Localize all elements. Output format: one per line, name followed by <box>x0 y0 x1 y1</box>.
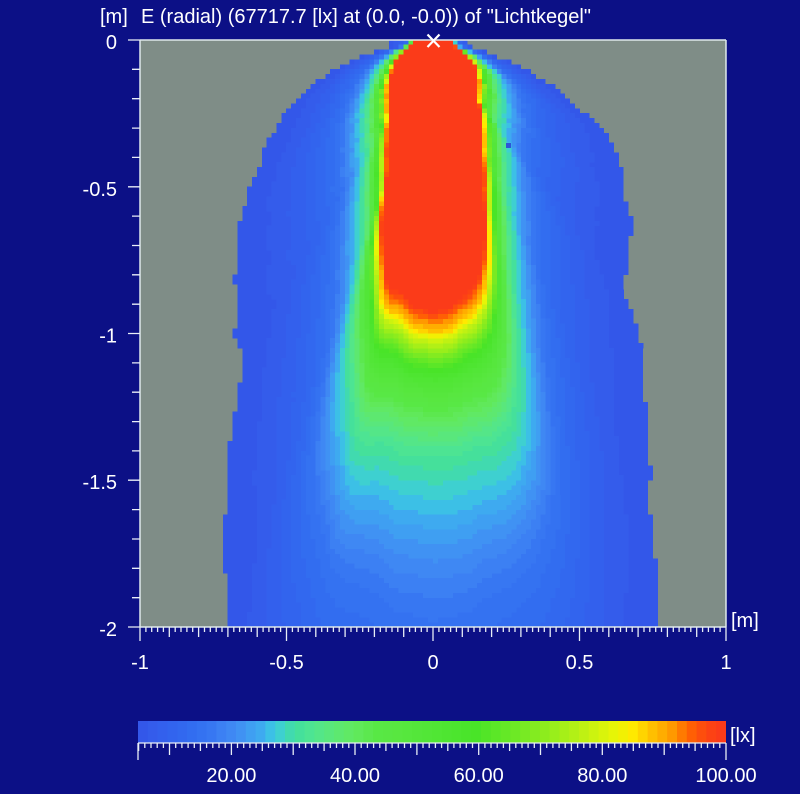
svg-text:[m]: [m] <box>731 610 759 632</box>
svg-text:-1: -1 <box>131 652 149 674</box>
svg-text:0.5: 0.5 <box>566 652 594 674</box>
svg-text:-1.5: -1.5 <box>83 472 117 494</box>
svg-text:-1: -1 <box>99 326 117 348</box>
svg-text:-2: -2 <box>99 619 117 641</box>
svg-text:[m]: [m] <box>100 6 128 28</box>
svg-text:20.00: 20.00 <box>206 765 256 787</box>
svg-text:0: 0 <box>427 652 438 674</box>
svg-text:E (radial) (67717.7 [lx] at (0: E (radial) (67717.7 [lx] at (0.0, -0.0))… <box>141 6 591 28</box>
svg-text:60.00: 60.00 <box>454 765 504 787</box>
svg-text:1: 1 <box>720 652 731 674</box>
svg-text:-0.5: -0.5 <box>83 179 117 201</box>
svg-text:80.00: 80.00 <box>577 765 627 787</box>
svg-text:40.00: 40.00 <box>330 765 380 787</box>
svg-text:-0.5: -0.5 <box>269 652 303 674</box>
svg-text:[lx]: [lx] <box>730 725 756 747</box>
svg-text:100.00: 100.00 <box>695 765 756 787</box>
svg-text:0: 0 <box>106 32 117 54</box>
